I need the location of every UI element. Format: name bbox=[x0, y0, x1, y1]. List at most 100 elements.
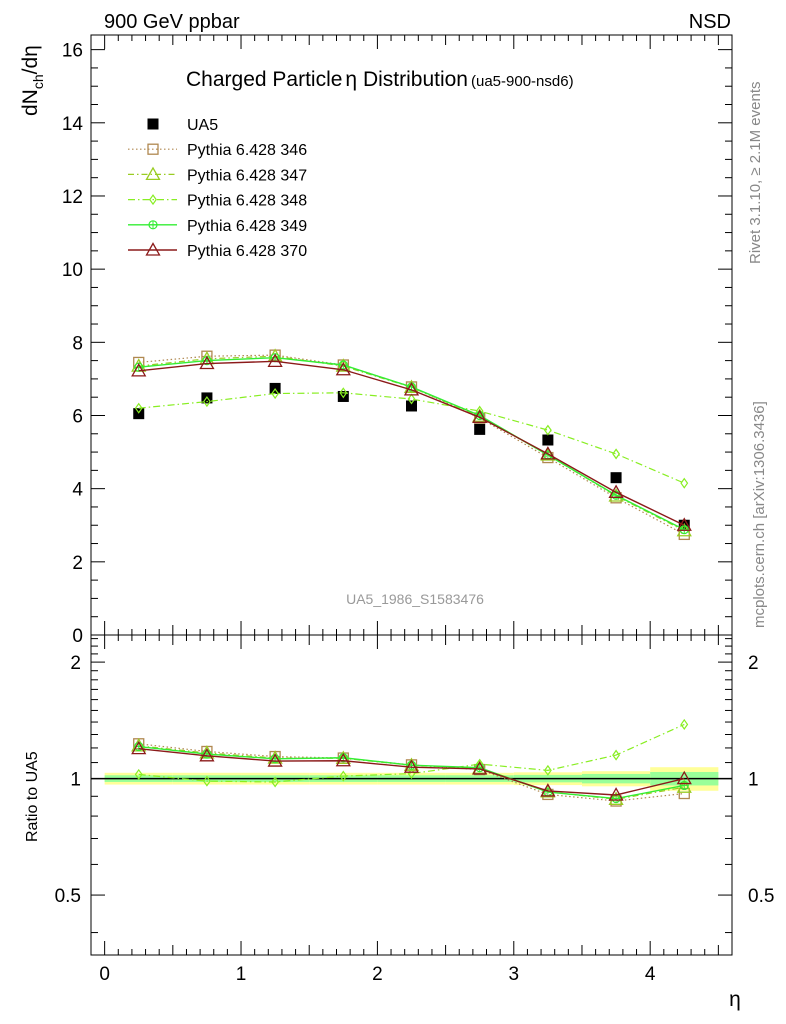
legend: UA5 Pythia 6.428 346 Pythia 6.428 347 Pythi… bbox=[128, 117, 307, 260]
main-series-p346 bbox=[133, 349, 690, 541]
main-y-tick-label: 8 bbox=[72, 333, 83, 354]
main-point-p348-1 bbox=[202, 396, 211, 408]
main-point-p348-4 bbox=[407, 393, 416, 405]
process-label: NSD bbox=[689, 11, 731, 33]
main-line-p348 bbox=[138, 392, 685, 484]
main-point-p370-3 bbox=[335, 361, 351, 376]
legend-marker-data bbox=[147, 118, 159, 130]
ratio-line-p370 bbox=[138, 747, 685, 796]
x-tick-labels: 0 1 2 3 4 bbox=[99, 964, 656, 985]
main-point-p349-3 bbox=[338, 360, 348, 370]
y-label-tail: /dη bbox=[19, 45, 42, 74]
legend-entry-p349: Pythia 6.428 349 bbox=[128, 218, 307, 235]
main-y-tick-label: 2 bbox=[72, 553, 83, 574]
legend-label: Pythia 6.428 347 bbox=[187, 167, 307, 184]
main-point-data-7 bbox=[610, 472, 622, 484]
main-line-p370 bbox=[138, 360, 685, 526]
main-y-tick-label: 16 bbox=[62, 41, 83, 62]
main-point-p348-3 bbox=[339, 387, 348, 399]
main-point-p348-2 bbox=[271, 388, 280, 400]
ratio-point-p370-0 bbox=[131, 740, 147, 755]
legend-marker-p349 bbox=[148, 220, 158, 230]
ratio-line-p346 bbox=[138, 743, 685, 802]
ratio-y-tick-label-right: 2 bbox=[748, 653, 759, 674]
main-y-tick-labels: 0 2 4 6 8 10 12 14 16 bbox=[62, 41, 84, 647]
legend-label: Pythia 6.428 370 bbox=[187, 243, 307, 260]
x-tick-label: 3 bbox=[508, 964, 519, 985]
main-point-p370-0 bbox=[131, 363, 147, 377]
ratio-point-p348-3 bbox=[339, 770, 348, 782]
legend-label: UA5 bbox=[187, 117, 218, 134]
main-panel: 0 2 4 6 8 10 12 14 16 UA5_1986_S1583476 Charged … bbox=[19, 34, 733, 647]
ratio-series-p370 bbox=[131, 740, 692, 801]
ratio-y-axis-label: Ratio to UA5 bbox=[24, 751, 41, 842]
ratio-point-p349-8 bbox=[679, 780, 689, 791]
legend-entry-p348: Pythia 6.428 348 bbox=[128, 193, 307, 210]
ratio-point-p348-1 bbox=[202, 775, 211, 787]
x-tick-label: 4 bbox=[645, 964, 656, 985]
main-point-data-4 bbox=[406, 400, 417, 412]
main-point-p348-0 bbox=[134, 402, 143, 414]
legend-marker-p347 bbox=[145, 166, 161, 181]
legend-entry-p347: Pythia 6.428 347 bbox=[128, 166, 307, 184]
chart-title: Charged Particle η Distribution (ua5-900-n… bbox=[186, 68, 574, 91]
ratio-point-p370-1 bbox=[199, 748, 215, 762]
ratio-point-p370-6 bbox=[540, 783, 556, 797]
main-series-p347 bbox=[131, 348, 692, 537]
ratio-point-p370-2 bbox=[267, 753, 283, 767]
ratio-y-tick-label: 1 bbox=[70, 770, 81, 791]
mcplots-label: mcplots.cern.ch [arXiv:1306.3436] bbox=[751, 401, 768, 628]
x-axis-label: η bbox=[729, 988, 741, 1011]
main-point-p370-7 bbox=[608, 484, 624, 498]
energy-label: 900 GeV ppbar bbox=[104, 11, 240, 33]
main-y-tick-label: 4 bbox=[72, 480, 83, 501]
rivet-label: Rivet 3.1.10, ≥ 2.1M events bbox=[747, 82, 764, 265]
y-label-sub: ch bbox=[30, 74, 46, 89]
ratio-panel-frame bbox=[90, 634, 733, 956]
x-tick-label: 2 bbox=[372, 964, 383, 985]
ratio-series-group bbox=[131, 718, 692, 807]
main-point-p370-2 bbox=[267, 353, 283, 367]
chart-title-tag: (ua5-900-nsd6) bbox=[471, 73, 574, 90]
main-y-axis-label: dNch/dη bbox=[19, 45, 46, 116]
legend-entry-p346: Pythia 6.428 346 bbox=[128, 142, 307, 159]
main-point-p370-8 bbox=[676, 517, 692, 531]
main-point-p370-5 bbox=[472, 409, 488, 423]
ratio-point-p348-2 bbox=[271, 776, 280, 788]
main-point-p370-1 bbox=[199, 355, 215, 370]
chart-title-main: Charged Particle bbox=[186, 68, 342, 91]
main-y-tick-label: 14 bbox=[62, 114, 84, 135]
ratio-y-tick-labels: 0.5 0.5 1 1 2 2 bbox=[55, 653, 775, 907]
ratio-point-p370-4 bbox=[403, 759, 420, 773]
y-label-main: dN bbox=[19, 89, 42, 116]
legend-label: Pythia 6.428 349 bbox=[187, 218, 307, 235]
main-point-data-6 bbox=[542, 434, 554, 446]
main-point-p370-6 bbox=[540, 446, 556, 460]
legend-entry-p370: Pythia 6.428 370 bbox=[128, 242, 307, 260]
legend-marker-p370 bbox=[145, 242, 161, 256]
ratio-y-tick-label: 2 bbox=[70, 653, 81, 674]
main-y-tick-label: 6 bbox=[72, 406, 83, 427]
main-point-p348-7 bbox=[612, 448, 621, 460]
ratio-point-p370-3 bbox=[335, 752, 351, 767]
legend-label: Pythia 6.428 348 bbox=[187, 193, 307, 210]
ratio-panel: 0.5 0.5 1 1 2 2 0 1 2 3 4 Ratio to UA5 η bbox=[24, 634, 775, 1011]
main-series-data bbox=[133, 382, 690, 531]
ratio-point-p348-7 bbox=[612, 749, 621, 761]
main-y-tick-label: 12 bbox=[62, 187, 83, 208]
ratio-y-tick-label: 0.5 bbox=[55, 886, 81, 907]
ratio-line-p348 bbox=[138, 723, 685, 783]
ratio-y-tick-label-right: 0.5 bbox=[748, 886, 774, 907]
ratio-point-p370-5 bbox=[472, 761, 488, 775]
main-series-group bbox=[131, 348, 692, 541]
main-point-p348-8 bbox=[680, 477, 689, 489]
ratio-y-tick-label-right: 1 bbox=[748, 770, 759, 791]
ratio-point-p348-0 bbox=[134, 768, 143, 780]
main-point-data-5 bbox=[474, 423, 486, 435]
chart-title-suffix: Distribution bbox=[357, 68, 468, 91]
legend-marker-p346 bbox=[147, 143, 159, 155]
legend-marker-p348 bbox=[149, 194, 157, 206]
main-series-p348 bbox=[134, 387, 689, 489]
ratio-point-p349-7 bbox=[611, 793, 621, 804]
